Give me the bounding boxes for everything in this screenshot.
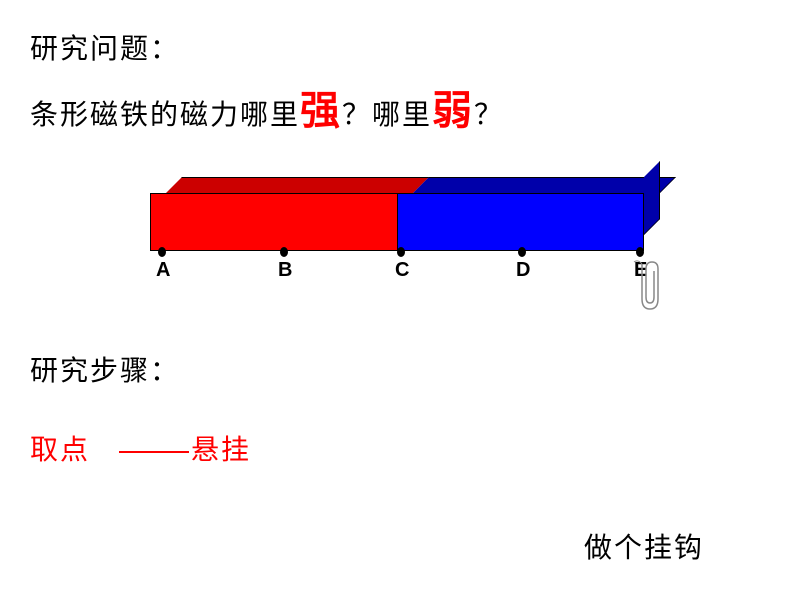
steps-content: 取点 悬挂: [30, 428, 764, 468]
arrow-line: [119, 451, 189, 453]
question-text-3: ？: [474, 100, 504, 131]
point-label-c: C: [395, 259, 409, 282]
magnet-front-blue: [397, 193, 644, 251]
point-label-d: D: [516, 259, 530, 282]
question-text-1: 条形磁铁的磁力哪里: [30, 100, 300, 131]
point-label-b: B: [278, 259, 292, 282]
magnet-front-red: [150, 193, 397, 251]
research-question-label: 研究问题：: [30, 25, 764, 75]
point-dot-d: [518, 247, 526, 257]
point-dot-e: [636, 247, 644, 257]
steps-section: 研究步骤： 取点 悬挂: [30, 347, 764, 467]
magnet-side-blue: [644, 161, 660, 235]
question-text-2: ？哪里: [342, 100, 432, 131]
emphasis-weak: 弱: [432, 88, 474, 133]
point-dot-c: [397, 247, 405, 257]
magnet-top-blue: [413, 177, 676, 193]
point-dot-a: [158, 247, 166, 257]
bar-magnet: [150, 177, 644, 235]
hook-instruction: 做个挂钩: [584, 526, 704, 566]
paperclip-icon: [632, 259, 664, 314]
magnet-diagram: A B C D E: [150, 177, 690, 317]
step-2: 悬挂: [191, 435, 251, 466]
point-label-a: A: [156, 259, 170, 282]
step-spacer: [99, 435, 117, 466]
step-1: 取点: [30, 435, 90, 466]
magnet-top-red: [166, 177, 429, 193]
emphasis-strong: 强: [300, 88, 342, 133]
steps-label: 研究步骤：: [30, 347, 764, 397]
research-question: 条形磁铁的磁力哪里强？哪里弱？: [30, 75, 764, 147]
point-dot-b: [280, 247, 288, 257]
